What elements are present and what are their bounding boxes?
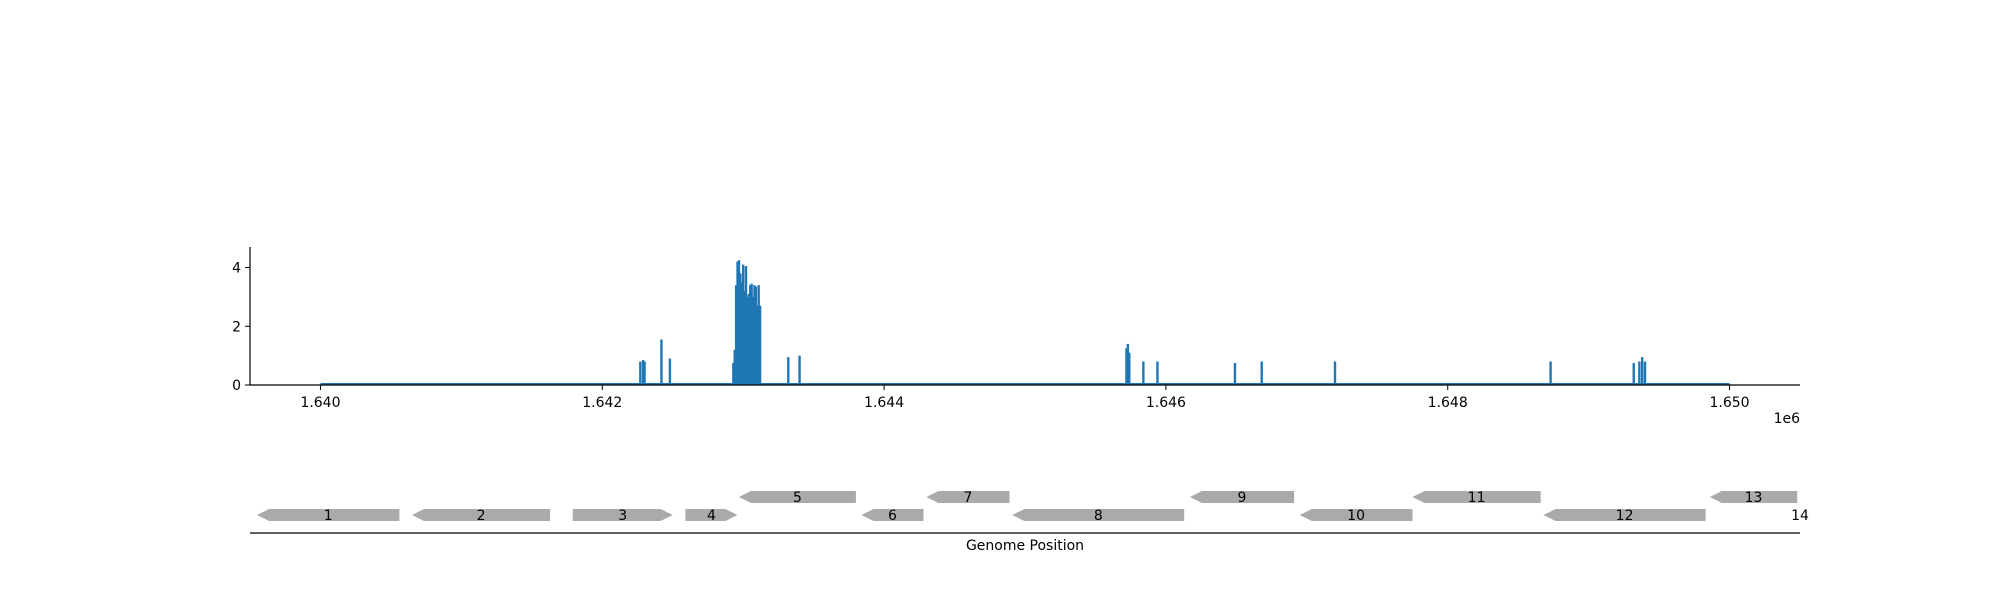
gene-arrow [1189, 491, 1295, 503]
x-offset-label: 1e6 [1774, 411, 1801, 427]
coverage-bar [750, 283, 753, 385]
coverage-bar [787, 357, 790, 385]
x-tick-label: 1.640 [300, 395, 340, 411]
coverage-bar [758, 305, 762, 385]
coverage-bar [754, 286, 758, 385]
gene-label: 11 [1468, 490, 1486, 506]
gene-label: 6 [888, 508, 897, 524]
gene-label: 3 [618, 508, 627, 524]
gene-arrow [861, 509, 924, 521]
coverage-bar [1640, 357, 1644, 385]
coverage-bar [660, 339, 663, 385]
coverage-bar [1333, 361, 1337, 385]
coverage-bar [643, 361, 646, 385]
y-tick-label: 2 [232, 319, 241, 335]
coverage-bar [737, 260, 741, 385]
coverage-bar [639, 361, 642, 385]
coverage-bar [641, 360, 645, 385]
coverage-bar [736, 261, 739, 385]
coverage-bar [1142, 361, 1145, 385]
coverage-bar [732, 362, 735, 385]
gene-label: 7 [963, 490, 972, 506]
x-tick-label: 1.642 [582, 395, 622, 411]
coverage-bar [733, 349, 736, 385]
coverage-bar [798, 355, 801, 385]
gene-label: 1 [324, 508, 333, 524]
coverage-bar [747, 293, 751, 385]
gene-arrow [926, 491, 1010, 503]
gene-arrow [412, 509, 551, 521]
coverage-bar [757, 285, 760, 385]
gene-label: 12 [1616, 508, 1634, 524]
coverage-bar [1156, 361, 1159, 385]
gene-arrow [1012, 509, 1185, 521]
coverage-bar [1638, 361, 1641, 385]
gene-label: 13 [1745, 490, 1763, 506]
gene-arrow [739, 491, 856, 503]
gene-label: 5 [793, 490, 802, 506]
gene-arrow [685, 509, 738, 521]
y-tick-label: 4 [232, 261, 241, 277]
coverage-bar [1125, 348, 1128, 385]
gene-arrow [1543, 509, 1706, 521]
coverage-bar [753, 285, 756, 385]
coverage-bar [749, 285, 752, 385]
gene-arrow [1709, 491, 1798, 503]
coverage-bar [751, 296, 755, 385]
coverage-bars [639, 260, 1647, 385]
gene-arrow [1299, 509, 1413, 521]
gene-label: 9 [1238, 490, 1247, 506]
gene-arrow [572, 509, 673, 521]
gene-label: 4 [707, 508, 716, 524]
y-tick-label: 0 [232, 378, 241, 394]
gene-label: 8 [1094, 508, 1103, 524]
gene-track-xlabel: Genome Position [966, 538, 1084, 554]
gene-arrow [257, 509, 400, 521]
coverage-bar [1643, 361, 1647, 385]
x-tick-label: 1.650 [1709, 395, 1749, 411]
coverage-plot: 1.640 1.642 1.644 1.646 1.648 1.650 0 2 4 1e6 [232, 247, 1800, 427]
gene-label: 2 [477, 508, 486, 524]
y-axis-ticks: 0 2 4 [232, 261, 250, 394]
coverage-bar [756, 305, 759, 385]
coverage-bar [743, 291, 746, 385]
coverage-bar [1126, 343, 1130, 385]
coverage-bar [744, 266, 748, 385]
coverage-bar [739, 273, 742, 385]
x-axis-ticks: 1.640 1.642 1.644 1.646 1.648 1.650 [300, 385, 1750, 411]
coverage-bar [1260, 361, 1263, 385]
coverage-bar [746, 296, 749, 385]
gene-label: 10 [1347, 508, 1365, 524]
gene-arrow [1412, 491, 1541, 503]
coverage-bar [740, 282, 743, 385]
coverage-bar [1128, 352, 1131, 385]
gene-label: 14 [1791, 508, 1809, 524]
coverage-bar [668, 358, 672, 385]
x-tick-label: 1.648 [1428, 395, 1468, 411]
coverage-bar [741, 264, 745, 385]
coverage-bar [1632, 362, 1635, 385]
x-tick-label: 1.644 [864, 395, 904, 411]
x-tick-label: 1.646 [1146, 395, 1186, 411]
coverage-bar [734, 285, 738, 385]
coverage-bar [1233, 362, 1237, 385]
coverage-bar [1549, 361, 1552, 385]
